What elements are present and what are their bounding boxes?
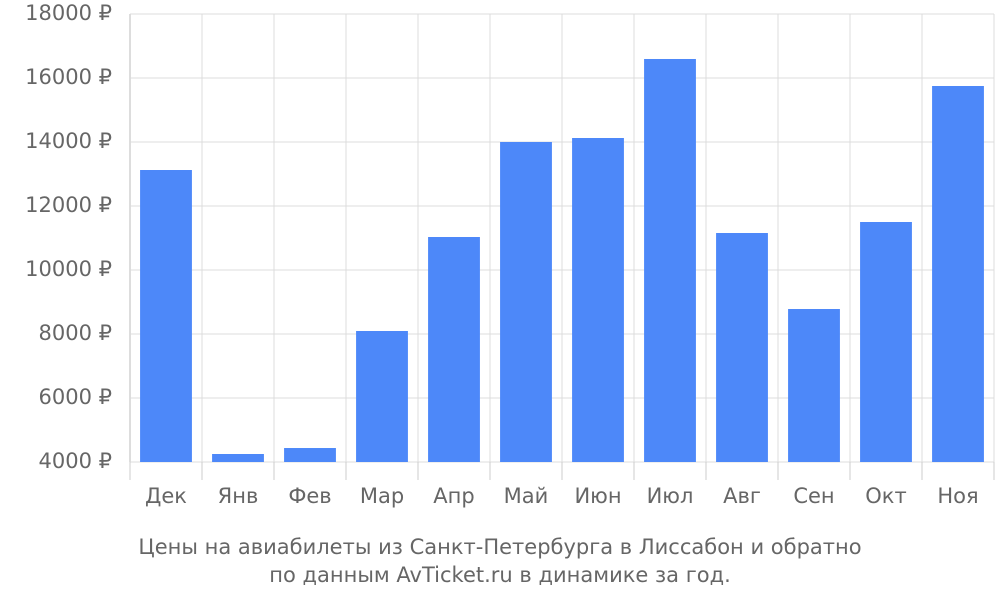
x-tick-label: Окт — [865, 484, 906, 508]
x-tick-label: Авг — [723, 484, 761, 508]
x-tick-label: Мар — [360, 484, 404, 508]
x-tick-label: Июн — [574, 484, 621, 508]
y-tick-label: 18000 ₽ — [25, 1, 112, 25]
y-tick-label: 8000 ₽ — [39, 321, 112, 345]
x-tick-label: Июл — [647, 484, 694, 508]
bar — [500, 142, 552, 462]
y-tick-label: 4000 ₽ — [39, 449, 112, 473]
bar — [356, 330, 408, 462]
x-tick-label: Дек — [145, 484, 187, 508]
bar — [212, 454, 264, 462]
bar — [284, 448, 336, 462]
bar — [140, 170, 192, 462]
x-tick-label: Апр — [433, 484, 474, 508]
y-tick-label: 14000 ₽ — [25, 129, 112, 153]
x-tick-label: Янв — [218, 484, 259, 508]
x-tick-label: Май — [504, 484, 549, 508]
bar — [788, 309, 840, 462]
caption: Цены на авиабилеты из Санкт-Петербурга в… — [138, 535, 861, 559]
bar — [428, 237, 480, 462]
x-tick-label: Сен — [793, 484, 834, 508]
y-tick-label: 10000 ₽ — [25, 257, 112, 281]
bar — [644, 58, 696, 462]
y-tick-label: 6000 ₽ — [39, 385, 112, 409]
bar — [860, 222, 912, 462]
bar — [716, 233, 768, 462]
x-tick-label: Фев — [288, 484, 331, 508]
bar — [572, 138, 624, 462]
x-tick-label: Ноя — [937, 484, 978, 508]
y-tick-label: 16000 ₽ — [25, 65, 112, 89]
y-tick-label: 12000 ₽ — [25, 193, 112, 217]
bar — [932, 86, 984, 462]
caption: по данным AvTicket.ru в динамике за год. — [269, 563, 731, 587]
